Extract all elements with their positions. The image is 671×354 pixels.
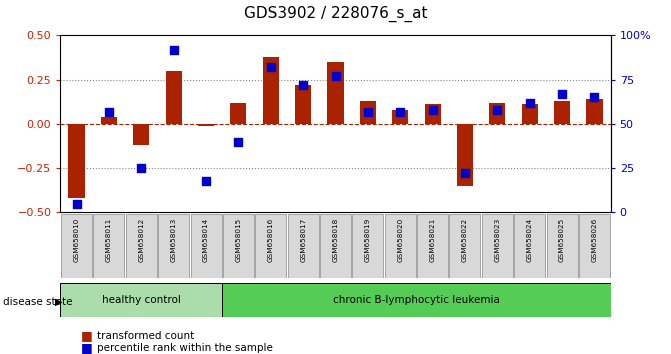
Bar — [586, 99, 603, 124]
Bar — [425, 104, 441, 124]
Point — [233, 139, 244, 144]
Point — [201, 178, 211, 183]
Bar — [546, 214, 578, 278]
Text: healthy control: healthy control — [102, 295, 180, 305]
Bar — [191, 214, 221, 278]
Point — [362, 109, 373, 114]
Bar — [262, 57, 279, 124]
Point — [298, 82, 309, 88]
Text: GSM658021: GSM658021 — [429, 217, 435, 262]
Bar — [60, 283, 222, 317]
Bar — [101, 117, 117, 124]
Bar — [93, 214, 125, 278]
Text: percentile rank within the sample: percentile rank within the sample — [97, 343, 273, 353]
Bar — [288, 214, 319, 278]
Point — [103, 109, 114, 114]
Text: disease state: disease state — [3, 297, 73, 307]
Text: chronic B-lymphocytic leukemia: chronic B-lymphocytic leukemia — [333, 295, 500, 305]
Bar — [457, 124, 473, 186]
Bar — [134, 124, 150, 145]
Bar — [166, 71, 182, 124]
Bar — [158, 214, 189, 278]
Text: GSM658019: GSM658019 — [365, 217, 371, 262]
Text: GSM658012: GSM658012 — [138, 217, 144, 262]
Text: GSM658024: GSM658024 — [527, 217, 533, 262]
Bar — [198, 124, 214, 126]
Text: GSM658010: GSM658010 — [74, 217, 80, 262]
Bar — [360, 101, 376, 124]
Bar — [554, 101, 570, 124]
Bar — [255, 214, 287, 278]
Bar — [230, 103, 246, 124]
Point — [395, 109, 405, 114]
Text: transformed count: transformed count — [97, 331, 195, 341]
Bar — [384, 214, 416, 278]
Bar — [489, 103, 505, 124]
Bar — [68, 124, 85, 198]
Bar — [295, 85, 311, 124]
Text: GSM658014: GSM658014 — [203, 217, 209, 262]
Bar — [521, 104, 537, 124]
Text: GDS3902 / 228076_s_at: GDS3902 / 228076_s_at — [244, 5, 427, 22]
Bar — [417, 214, 448, 278]
Text: GSM658026: GSM658026 — [591, 217, 597, 262]
Point — [136, 165, 147, 171]
Point — [71, 201, 82, 206]
Bar — [223, 214, 254, 278]
Point — [266, 64, 276, 70]
Text: ▶: ▶ — [55, 297, 62, 307]
Bar — [61, 214, 92, 278]
Point — [524, 100, 535, 105]
Point — [168, 47, 179, 52]
Point — [589, 95, 600, 100]
Bar — [327, 62, 344, 124]
Text: GSM658023: GSM658023 — [495, 217, 501, 262]
Bar — [352, 214, 383, 278]
Point — [460, 171, 470, 176]
Text: GSM658025: GSM658025 — [559, 217, 565, 262]
Bar — [450, 214, 480, 278]
Text: GSM658016: GSM658016 — [268, 217, 274, 262]
Text: GSM658018: GSM658018 — [333, 217, 338, 262]
Text: GSM658022: GSM658022 — [462, 217, 468, 262]
Bar — [392, 110, 409, 124]
Bar — [125, 214, 157, 278]
Text: GSM658013: GSM658013 — [170, 217, 176, 262]
Bar — [579, 214, 610, 278]
Text: GSM658011: GSM658011 — [106, 217, 112, 262]
Bar — [482, 214, 513, 278]
Text: GSM658020: GSM658020 — [397, 217, 403, 262]
Point — [557, 91, 568, 97]
Text: GSM658015: GSM658015 — [236, 217, 242, 262]
Point — [330, 73, 341, 79]
Bar — [222, 283, 611, 317]
Text: ■: ■ — [81, 329, 93, 342]
Point — [492, 107, 503, 113]
Text: GSM658017: GSM658017 — [300, 217, 306, 262]
Bar — [514, 214, 546, 278]
Bar — [320, 214, 351, 278]
Text: ■: ■ — [81, 341, 93, 354]
Point — [427, 107, 438, 113]
